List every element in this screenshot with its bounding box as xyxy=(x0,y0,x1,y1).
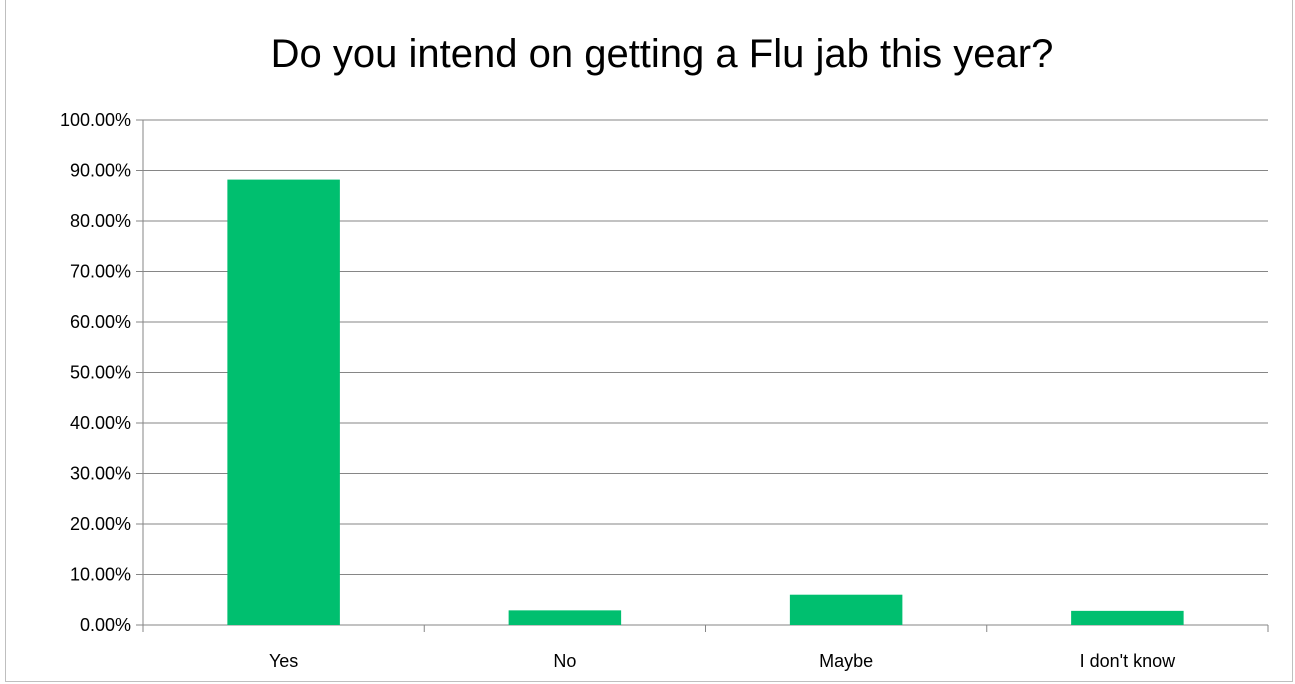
y-tick-label: 50.00% xyxy=(70,363,131,383)
chart-title: Do you intend on getting a Flu jab this … xyxy=(271,32,1054,76)
y-tick-label: 70.00% xyxy=(70,262,131,282)
bar-no xyxy=(509,610,622,625)
y-tick-label: 20.00% xyxy=(70,514,131,534)
bar-yes xyxy=(227,180,340,625)
y-axis-ticks: 0.00% 10.00% 20.00% 30.00% 40.00% 50.00% 60.00… xyxy=(60,110,131,635)
y-tick-label: 0.00% xyxy=(80,615,131,635)
y-tick-label: 90.00% xyxy=(70,161,131,181)
x-category-label: No xyxy=(553,651,576,671)
y-tick-label: 60.00% xyxy=(70,312,131,332)
x-category-label: I don't know xyxy=(1080,651,1176,671)
bar-i-don-t-know xyxy=(1071,611,1184,625)
y-tick-label: 10.00% xyxy=(70,565,131,585)
y-tick-label: 80.00% xyxy=(70,211,131,231)
y-tick-label: 100.00% xyxy=(60,110,131,130)
bars xyxy=(227,180,1183,625)
bar-maybe xyxy=(790,595,903,625)
x-axis: Yes No Maybe I don't know xyxy=(143,625,1268,671)
x-category-label: Maybe xyxy=(819,651,873,671)
y-tick-label: 30.00% xyxy=(70,464,131,484)
x-category-label: Yes xyxy=(269,651,298,671)
y-tick-label: 40.00% xyxy=(70,413,131,433)
